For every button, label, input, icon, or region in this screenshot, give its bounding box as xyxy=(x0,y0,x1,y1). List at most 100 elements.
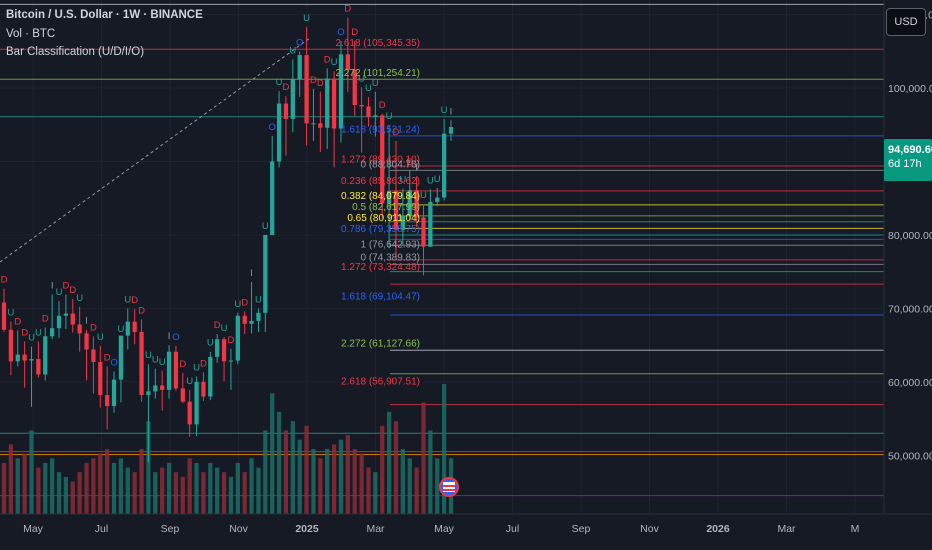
fib-level-label: 2.272 (101,254.21) xyxy=(335,68,420,79)
bar-class-marker: D xyxy=(344,4,351,15)
time-tick-label: Nov xyxy=(640,523,659,535)
fib-level-label: 1 (76,642.93) xyxy=(361,239,421,250)
candle-body xyxy=(407,190,412,216)
volume-bar xyxy=(105,449,110,514)
bar-class-marker: U xyxy=(358,73,365,84)
volume-bar xyxy=(84,462,89,514)
volume-bar xyxy=(50,458,55,514)
symbol-title[interactable]: Bitcoin / U.S. Dollar · 1W · BINANCE xyxy=(6,9,203,21)
volume-bar xyxy=(118,458,124,514)
bar-class-marker: U xyxy=(28,333,35,344)
candle-body xyxy=(359,105,364,107)
volume-bar xyxy=(187,458,192,514)
fib-level-label: 0 (88,804.78) xyxy=(361,159,421,170)
bar-class-marker: D xyxy=(310,75,317,86)
trend-line xyxy=(0,37,311,263)
bar-class-marker: O xyxy=(337,27,344,38)
candle-body xyxy=(373,115,378,117)
candle-body xyxy=(331,78,337,129)
bar-class-marker: U xyxy=(372,78,379,89)
volume-bar xyxy=(1,462,7,514)
volume-bar xyxy=(215,467,220,514)
flag-icon[interactable] xyxy=(439,477,459,497)
last-price-value: 94,690.60 xyxy=(888,144,932,156)
volume-bar xyxy=(173,472,179,514)
price-tick-label: 60,000.00 xyxy=(888,377,932,389)
candle-body xyxy=(386,190,392,204)
volume-bar xyxy=(91,458,96,514)
candle-body xyxy=(221,339,227,362)
candle-body xyxy=(400,215,405,230)
fib-level-label: 0 (74,389.83) xyxy=(361,253,421,264)
candle-body xyxy=(43,336,48,375)
time-tick-label: 2026 xyxy=(706,523,730,535)
bar-class-marker: U xyxy=(76,293,83,304)
volume-bar xyxy=(283,430,289,514)
candle-body xyxy=(201,381,206,397)
candle-body xyxy=(325,78,330,128)
bar-class-marker: U xyxy=(303,13,310,24)
time-tick-label: Sep xyxy=(161,523,180,535)
volume-bar xyxy=(208,462,213,514)
bar-class-marker: O xyxy=(110,358,117,369)
candle-body xyxy=(297,55,302,80)
volume-bar xyxy=(311,449,316,514)
candle-body xyxy=(194,381,199,425)
candle-body xyxy=(283,103,289,119)
bar-class-marker: U xyxy=(420,190,427,201)
candle-body xyxy=(118,335,124,380)
candle-body xyxy=(421,217,426,247)
volume-bar xyxy=(111,462,117,514)
candle-body xyxy=(146,391,151,396)
volume-bar xyxy=(421,402,426,514)
volume-bar xyxy=(125,467,130,514)
time-tick-label: Jul xyxy=(506,523,519,535)
fib-level-label: 2.618 (105,345.35) xyxy=(335,38,420,49)
fib-level-label: 0.236 (85,863.62) xyxy=(341,176,420,187)
candle-body xyxy=(338,54,344,129)
candle-body xyxy=(448,127,454,134)
bar-class-marker: I xyxy=(51,280,54,291)
volume-bar xyxy=(77,472,82,514)
bar-class-marker: U xyxy=(124,294,131,305)
bar-class-marker: U xyxy=(35,327,42,338)
fib-level-label: 1.272 (89,430.10) xyxy=(341,155,420,166)
volume-bar xyxy=(221,472,227,514)
volume-bar xyxy=(256,467,261,514)
volume-indicator-label[interactable]: Vol · BTC xyxy=(6,27,56,40)
volume-bar xyxy=(15,458,20,514)
bar-class-marker: U xyxy=(186,376,193,387)
candle-body xyxy=(228,360,234,362)
candle-body xyxy=(249,320,254,324)
volume-bar xyxy=(139,449,144,514)
candle-body xyxy=(139,331,144,396)
bar-class-marker: D xyxy=(324,54,331,65)
bar-class-marker: U xyxy=(255,294,262,305)
volume-bar xyxy=(132,472,137,514)
bar-class-marker: U xyxy=(386,111,393,122)
bar-class-marker: U xyxy=(7,308,14,319)
bar-classification-indicator-label[interactable]: Bar Classification (U/D/I/O) xyxy=(6,46,145,58)
currency-button[interactable]: USD xyxy=(886,8,926,36)
candle-body xyxy=(50,328,55,337)
candle-body xyxy=(125,321,130,336)
candle-body xyxy=(441,133,447,198)
bar-class-marker: D xyxy=(214,320,221,331)
time-tick-label: May xyxy=(434,523,455,535)
candle-body xyxy=(345,54,350,70)
bar-class-marker: U xyxy=(262,221,269,232)
bar-class-marker: U xyxy=(117,324,124,335)
volume-bar xyxy=(8,444,14,514)
bar-class-marker: U xyxy=(289,45,296,56)
bar-class-marker: D xyxy=(200,358,207,369)
time-axis[interactable]: May Jul Sep Nov 2025 Mar May Jul Sep Nov 2026 Mar M xyxy=(23,523,859,535)
candle-body xyxy=(22,354,27,361)
volume-bar xyxy=(441,384,447,514)
candle-body xyxy=(173,351,179,389)
volume-bar xyxy=(331,444,337,514)
candle-body xyxy=(414,190,419,218)
volume-bar xyxy=(297,439,302,514)
bar-class-marker: D xyxy=(69,285,76,296)
volume-bar xyxy=(380,425,385,514)
